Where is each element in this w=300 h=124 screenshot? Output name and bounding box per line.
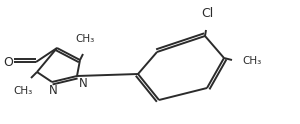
Text: N: N <box>79 77 88 90</box>
Text: N: N <box>49 84 57 97</box>
Text: CH₃: CH₃ <box>242 56 261 66</box>
Text: CH₃: CH₃ <box>75 34 94 44</box>
Text: O: O <box>3 56 13 68</box>
Text: CH₃: CH₃ <box>14 86 33 96</box>
Text: Cl: Cl <box>201 7 213 20</box>
